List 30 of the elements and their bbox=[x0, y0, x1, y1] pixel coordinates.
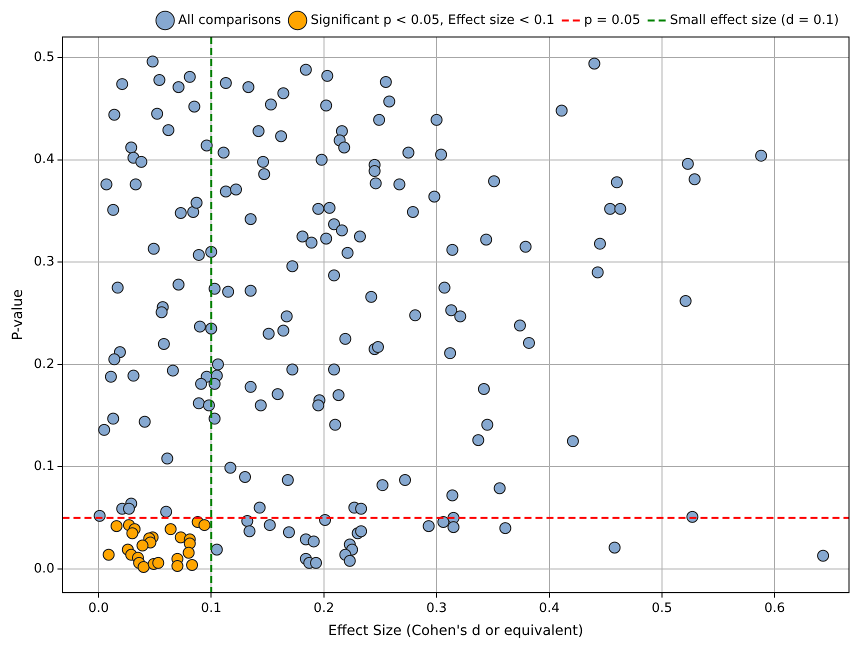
y-tick-label: 0.5 bbox=[34, 50, 54, 65]
x-tick-label: 0.2 bbox=[314, 600, 334, 616]
legend-label: Small effect size (d = 0.1) bbox=[670, 12, 840, 28]
legend-label: p = 0.05 bbox=[584, 12, 640, 28]
y-tick-label: 0.1 bbox=[34, 459, 54, 474]
x-tick-label: 0.1 bbox=[200, 600, 222, 616]
x-tick-label: 0.6 bbox=[764, 600, 785, 616]
y-axis-title: P-value bbox=[10, 289, 26, 340]
y-tick-label: 0.3 bbox=[34, 254, 54, 270]
point bbox=[198, 519, 210, 532]
y-tick-label: 0.2 bbox=[34, 356, 54, 372]
point bbox=[182, 546, 195, 559]
point bbox=[110, 520, 123, 532]
point bbox=[126, 527, 138, 540]
point bbox=[164, 523, 177, 536]
x-tick-label: 0.5 bbox=[652, 600, 672, 616]
point bbox=[102, 548, 115, 561]
point bbox=[152, 556, 164, 569]
x-tick-label: 0.3 bbox=[426, 600, 447, 616]
x-tick-label: 0.4 bbox=[538, 600, 560, 616]
point bbox=[186, 558, 198, 571]
legend-label: Significant p < 0.05, Effect size < 0.1 bbox=[310, 12, 555, 28]
point bbox=[136, 540, 148, 552]
legend-label: All comparisons bbox=[178, 12, 282, 28]
x-axis-title: Effect Size (Cohen's d or equivalent) bbox=[328, 623, 584, 640]
y-tick-label: 0.0 bbox=[34, 561, 54, 576]
point bbox=[138, 561, 150, 574]
point bbox=[171, 560, 184, 572]
x-tick-label: 0.0 bbox=[88, 600, 109, 616]
y-tick-label: 0.4 bbox=[34, 152, 54, 168]
